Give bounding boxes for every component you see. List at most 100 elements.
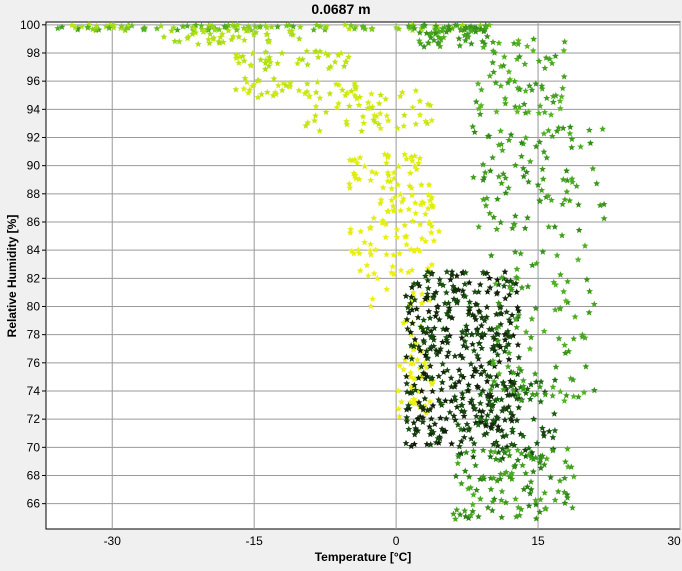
data-point (566, 197, 574, 204)
data-point (515, 353, 523, 361)
data-point (430, 336, 438, 343)
data-point (492, 438, 500, 446)
data-point (561, 397, 568, 404)
data-point (264, 37, 272, 44)
data-point (426, 423, 433, 430)
data-point (89, 25, 97, 33)
data-point (410, 375, 418, 382)
data-point (359, 23, 367, 31)
data-point (476, 281, 484, 288)
data-point (512, 495, 519, 502)
data-point (434, 302, 442, 310)
data-point (561, 38, 569, 45)
data-point (71, 24, 79, 31)
data-point (512, 315, 520, 323)
data-point (355, 101, 363, 109)
data-point (526, 395, 534, 403)
data-point (407, 245, 415, 253)
data-point (499, 170, 507, 177)
data-point (357, 228, 365, 235)
data-point (452, 515, 459, 522)
data-point (540, 148, 548, 155)
data-point (410, 345, 418, 353)
data-point (487, 407, 495, 414)
data-point (477, 391, 484, 398)
data-point (593, 180, 601, 187)
data-point (494, 426, 502, 434)
data-point (517, 430, 525, 438)
data-point (550, 278, 558, 286)
data-point (473, 382, 481, 390)
data-point (495, 281, 502, 288)
data-point (560, 47, 568, 54)
y-tick-label: 66 (27, 497, 41, 511)
data-point (313, 21, 320, 29)
data-point (342, 58, 349, 65)
data-point (424, 268, 432, 275)
data-point (514, 446, 522, 454)
data-point (519, 432, 527, 440)
data-point (407, 373, 415, 381)
data-point (346, 180, 353, 187)
data-point (527, 454, 535, 461)
x-tick-label: -30 (104, 534, 122, 548)
data-point (454, 297, 461, 304)
data-point (392, 24, 400, 31)
data-point (501, 294, 509, 302)
data-point (507, 382, 515, 390)
data-point (487, 393, 495, 400)
data-point (219, 38, 227, 46)
data-point (383, 112, 391, 119)
data-point (493, 225, 501, 233)
data-point (410, 419, 418, 426)
data-point (537, 464, 545, 471)
data-point (453, 403, 461, 411)
data-point (567, 463, 575, 470)
data-point (436, 275, 444, 283)
data-point (462, 23, 470, 31)
data-point (531, 370, 539, 377)
data-point (348, 156, 356, 164)
data-point (391, 194, 399, 201)
data-point (571, 313, 579, 320)
data-point (497, 320, 505, 328)
data-point (479, 446, 487, 454)
data-point (370, 270, 378, 277)
data-point (549, 92, 557, 100)
data-point (267, 58, 274, 66)
data-point (562, 349, 569, 356)
data-point (247, 26, 255, 34)
data-point (361, 162, 369, 170)
data-point (232, 51, 240, 58)
data-point (585, 126, 593, 134)
data-point (460, 433, 468, 441)
data-point (537, 398, 545, 405)
x-axis-label: Temperature [°C] (315, 550, 412, 564)
data-point (251, 23, 259, 30)
data-point (505, 184, 512, 191)
data-point (477, 370, 485, 377)
data-point (404, 268, 412, 276)
data-point (504, 391, 512, 399)
data-point (587, 139, 594, 147)
data-point (295, 55, 303, 62)
data-point (526, 490, 534, 497)
data-point (347, 225, 354, 233)
data-point (400, 319, 407, 326)
data-point (473, 301, 481, 308)
data-point (327, 63, 335, 70)
data-point (498, 427, 506, 434)
data-point (95, 26, 103, 33)
data-point (545, 127, 552, 134)
data-point (416, 154, 424, 162)
data-point (526, 345, 534, 352)
data-point (505, 340, 512, 348)
data-point (543, 455, 551, 462)
data-point (288, 27, 296, 34)
data-point (429, 387, 436, 395)
data-point (448, 383, 455, 390)
data-point (517, 367, 525, 374)
plot-area (45, 21, 681, 530)
data-point (401, 111, 408, 119)
data-point (427, 441, 435, 448)
